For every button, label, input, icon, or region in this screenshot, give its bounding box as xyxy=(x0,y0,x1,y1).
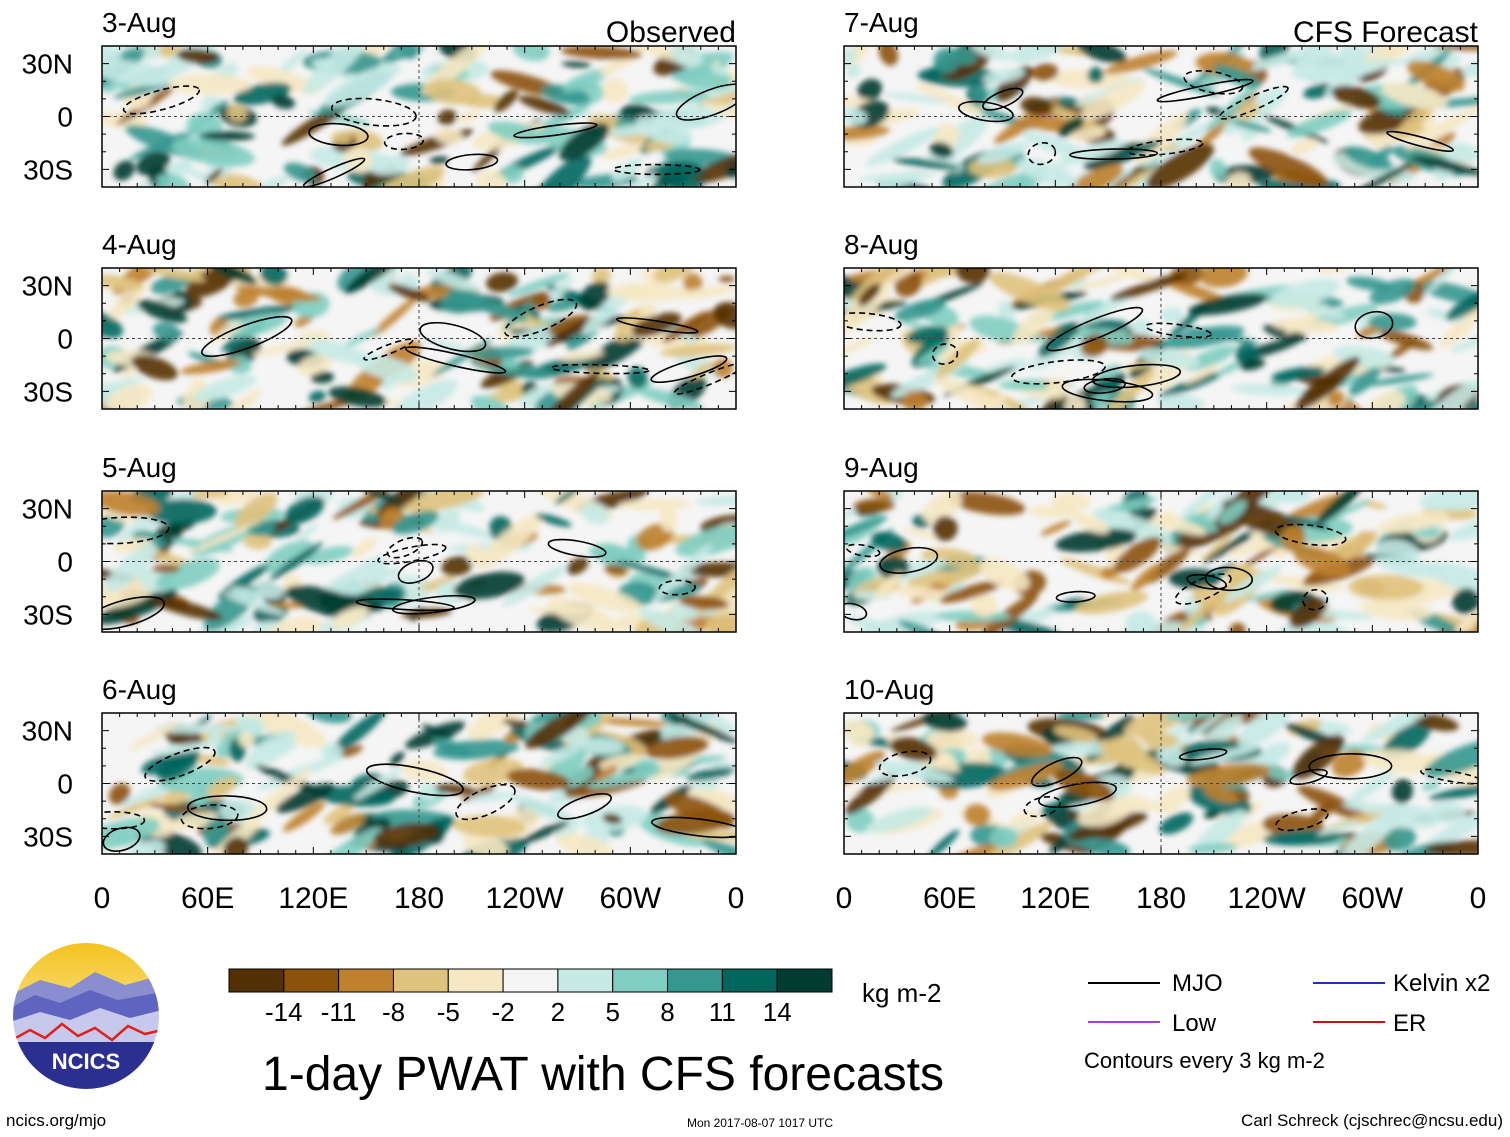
legend-label-low: Low xyxy=(1172,1010,1217,1037)
panel-date-label: 6-Aug xyxy=(102,674,177,705)
colorbar-tick-label: 14 xyxy=(763,997,792,1027)
colorbar-swatch xyxy=(228,968,285,993)
x-axis-labels-observed: 0 60E 120E 180 120W 60W 0 xyxy=(94,882,745,915)
y-tick-label: 30N xyxy=(22,271,73,302)
x-tick-label: 0 xyxy=(94,882,111,915)
map-panel: 9-Aug xyxy=(843,452,1479,633)
colorbar-swatch xyxy=(612,968,669,993)
y-tick-label: 30N xyxy=(22,494,73,525)
y-tick-label: 30S xyxy=(23,154,73,185)
colorbar-swatch xyxy=(338,968,394,993)
map-panel: 4-Aug 30N 0 30S xyxy=(22,229,737,410)
map-panel: 7-Aug CFS Forecast xyxy=(843,7,1479,188)
x-tick-label: 60W xyxy=(599,882,661,915)
colorbar-swatch xyxy=(557,968,614,993)
y-tick-label: 30N xyxy=(22,716,73,747)
x-tick-label: 60E xyxy=(181,882,234,915)
footer-author: Carl Schreck (cjschrec@ncsu.edu) xyxy=(1241,1111,1503,1130)
x-tick-label: 180 xyxy=(394,882,444,915)
y-tick-label: 0 xyxy=(57,324,73,355)
map-panel: 8-Aug xyxy=(843,229,1479,410)
x-axis-labels-forecast: 0 60E 120E 180 120W 60W 0 xyxy=(836,882,1487,915)
y-tick-label: 30N xyxy=(22,49,73,80)
colorbar-swatch xyxy=(667,968,723,993)
colorbar-tick-label: 2 xyxy=(551,997,565,1027)
map-panel: 5-Aug 30N 0 30S xyxy=(22,452,737,633)
colorbar-units: kg m-2 xyxy=(862,978,941,1008)
colorbar-tick-label: -5 xyxy=(437,997,460,1027)
panel-grid: 3-Aug Observed 30N 0 30S 4-Aug 30N 0 30S 5-Aug 30N… xyxy=(22,7,1479,855)
x-tick-label: 180 xyxy=(1136,882,1186,915)
panel-date-label: 3-Aug xyxy=(102,7,177,38)
pwat-field xyxy=(844,713,1478,854)
map-panel: 3-Aug Observed 30N 0 30S xyxy=(22,7,737,188)
pwat-field xyxy=(844,491,1478,632)
map-panel: 6-Aug 30N 0 30S xyxy=(22,674,737,855)
y-tick-label: 30S xyxy=(23,599,73,630)
x-tick-label: 0 xyxy=(1470,882,1487,915)
panel-date-label: 4-Aug xyxy=(102,229,177,260)
colorbar-tick-label: 5 xyxy=(605,997,619,1027)
colorbar: -14 -11 -8 -5 -2 2 5 8 11 14 xyxy=(228,968,833,1027)
map-panel: 10-Aug xyxy=(843,674,1479,855)
x-tick-label: 60E xyxy=(923,882,976,915)
colorbar-swatch xyxy=(721,968,778,993)
panel-date-label: 5-Aug xyxy=(102,452,177,483)
colorbar-tick-label: -2 xyxy=(492,997,515,1027)
x-tick-label: 120W xyxy=(485,882,564,915)
contour-note: Contours every 3 kg m-2 xyxy=(1084,1048,1325,1073)
colorbar-swatch xyxy=(392,968,449,993)
colorbar-tick-label: -14 xyxy=(265,997,303,1027)
column-label: CFS Forecast xyxy=(1293,16,1479,49)
legend-label-kelvin: Kelvin x2 xyxy=(1393,970,1490,997)
y-tick-label: 30S xyxy=(23,821,73,852)
column-label: Observed xyxy=(606,16,736,49)
pwat-field xyxy=(844,46,1478,187)
pwat-field xyxy=(844,268,1478,409)
y-tick-label: 30S xyxy=(23,376,73,407)
colorbar-tick-label: 8 xyxy=(660,997,674,1027)
colorbar-swatch xyxy=(447,968,504,993)
x-tick-label: 120E xyxy=(1020,882,1090,915)
footer-url: ncics.org/mjo xyxy=(6,1111,106,1130)
ncics-logo: NCICS xyxy=(11,941,161,1091)
x-tick-label: 120W xyxy=(1227,882,1306,915)
footer-timestamp: Mon 2017-08-07 1017 UTC xyxy=(687,1116,833,1130)
legend-label-er: ER xyxy=(1393,1010,1426,1037)
x-tick-label: 0 xyxy=(728,882,745,915)
pwat-field xyxy=(102,46,736,187)
panel-date-label: 8-Aug xyxy=(844,229,919,260)
colorbar-tick-label: -11 xyxy=(321,997,357,1027)
legend: MJO Kelvin x2 Low ER Contours every 3 kg… xyxy=(1084,970,1490,1073)
x-tick-label: 0 xyxy=(836,882,853,915)
panel-date-label: 7-Aug xyxy=(844,7,919,38)
x-tick-label: 120E xyxy=(278,882,348,915)
pwat-field xyxy=(102,713,736,854)
legend-label-mjo: MJO xyxy=(1172,970,1223,997)
pwat-field xyxy=(102,491,736,632)
colorbar-swatch xyxy=(776,968,833,993)
colorbar-swatch xyxy=(502,968,559,993)
y-tick-label: 0 xyxy=(57,769,73,800)
colorbar-tick-label: 11 xyxy=(709,997,736,1027)
y-tick-label: 0 xyxy=(57,547,73,578)
panel-date-label: 10-Aug xyxy=(844,674,934,705)
x-tick-label: 60W xyxy=(1341,882,1403,915)
logo-text: NCICS xyxy=(52,1049,120,1074)
colorbar-swatch xyxy=(283,968,340,993)
panel-date-label: 9-Aug xyxy=(844,452,919,483)
chart-title: 1-day PWAT with CFS forecasts xyxy=(262,1048,944,1101)
y-tick-label: 0 xyxy=(57,102,73,133)
colorbar-tick-label: -8 xyxy=(382,997,405,1027)
